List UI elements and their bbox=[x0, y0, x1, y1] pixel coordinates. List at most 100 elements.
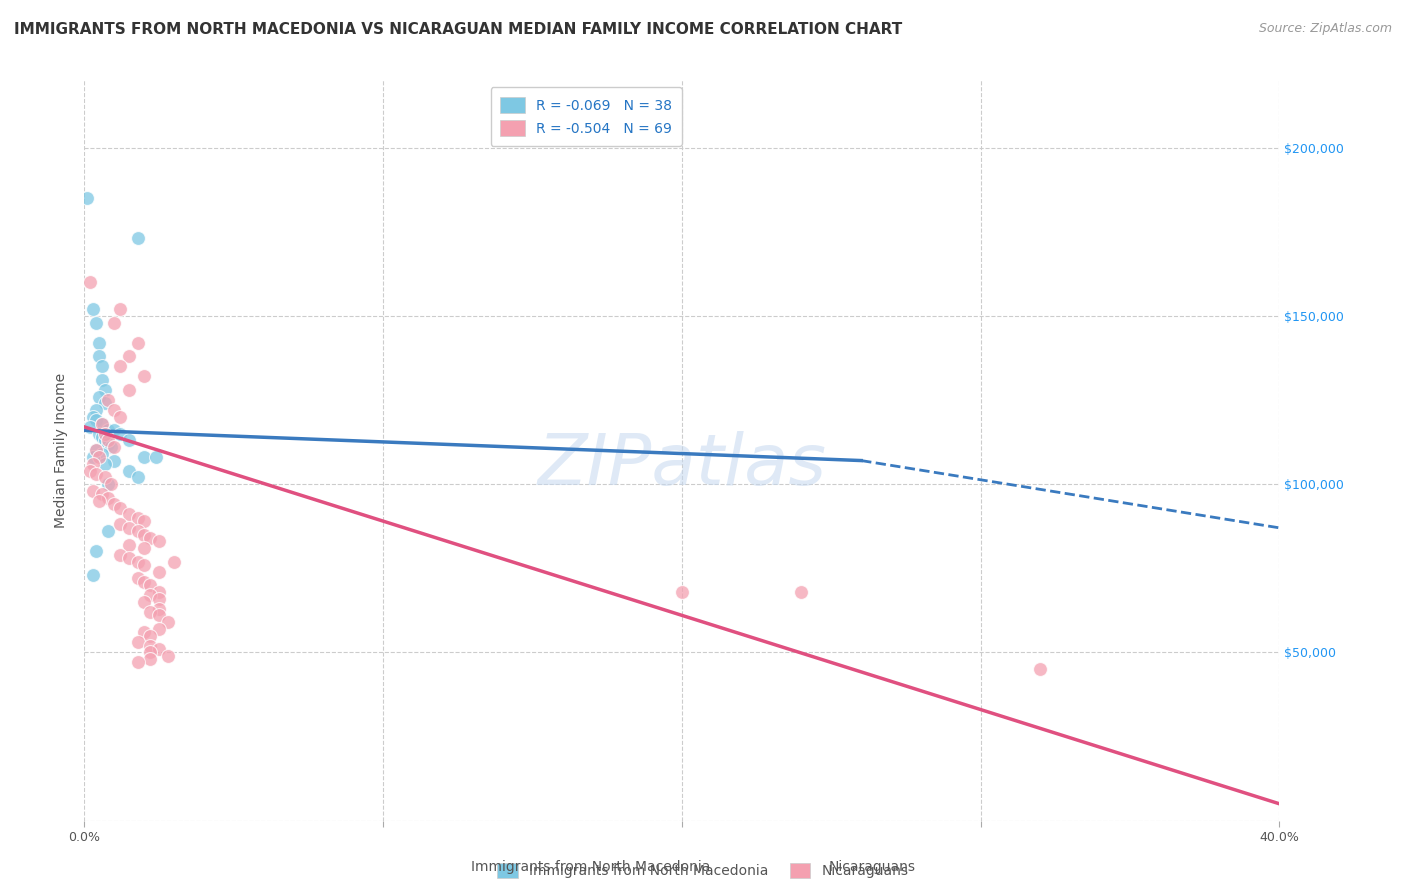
Point bbox=[86, 443, 108, 458]
Point bbox=[79, 420, 101, 434]
Legend: Immigrants from North Macedonia, Nicaraguans: Immigrants from North Macedonia, Nicarag… bbox=[491, 856, 915, 885]
Point bbox=[110, 500, 132, 515]
Point bbox=[97, 477, 120, 491]
Point bbox=[118, 434, 141, 448]
Point bbox=[82, 302, 104, 317]
Point bbox=[1029, 662, 1052, 676]
Point bbox=[110, 426, 132, 441]
Point bbox=[89, 450, 111, 465]
Point bbox=[118, 521, 141, 535]
Point bbox=[82, 450, 104, 465]
Point bbox=[132, 558, 156, 572]
Point bbox=[79, 275, 101, 289]
Text: Immigrants from North Macedonia: Immigrants from North Macedonia bbox=[471, 860, 710, 874]
Point bbox=[82, 409, 104, 424]
Point bbox=[94, 426, 117, 441]
Point bbox=[94, 383, 117, 397]
Point bbox=[89, 390, 111, 404]
Point bbox=[94, 396, 117, 410]
Point bbox=[86, 316, 108, 330]
Point bbox=[97, 392, 120, 407]
Point bbox=[132, 369, 156, 384]
Point bbox=[110, 302, 132, 317]
Text: ZIPatlas: ZIPatlas bbox=[537, 431, 827, 500]
Point bbox=[86, 443, 108, 458]
Point bbox=[127, 470, 149, 484]
Point bbox=[127, 335, 149, 350]
Point bbox=[103, 440, 125, 454]
Point bbox=[118, 538, 141, 552]
Point bbox=[139, 652, 162, 666]
Point bbox=[132, 574, 156, 589]
Point bbox=[132, 595, 156, 609]
Point bbox=[148, 642, 170, 657]
Point bbox=[82, 568, 104, 582]
Point bbox=[132, 541, 156, 555]
Point bbox=[145, 450, 167, 465]
Point bbox=[148, 591, 170, 606]
Point bbox=[91, 447, 114, 461]
Point bbox=[97, 491, 120, 505]
Point bbox=[118, 551, 141, 566]
Point bbox=[100, 440, 122, 454]
Point bbox=[89, 426, 111, 441]
Point bbox=[139, 588, 162, 602]
Point bbox=[790, 584, 813, 599]
Point bbox=[127, 656, 149, 670]
Point bbox=[91, 417, 114, 431]
Point bbox=[139, 645, 162, 659]
Point bbox=[91, 487, 114, 501]
Point bbox=[127, 231, 149, 245]
Point bbox=[89, 494, 111, 508]
Point bbox=[132, 625, 156, 640]
Legend: R = -0.069   N = 38, R = -0.504   N = 69: R = -0.069 N = 38, R = -0.504 N = 69 bbox=[491, 87, 682, 145]
Point bbox=[157, 615, 180, 629]
Point bbox=[82, 483, 104, 498]
Point bbox=[110, 359, 132, 374]
Point bbox=[103, 453, 125, 467]
Point bbox=[91, 417, 114, 431]
Point bbox=[86, 544, 108, 558]
Point bbox=[139, 628, 162, 642]
Point bbox=[86, 413, 108, 427]
Point bbox=[148, 584, 170, 599]
Point bbox=[86, 403, 108, 417]
Point bbox=[100, 477, 122, 491]
Point bbox=[103, 403, 125, 417]
Point bbox=[127, 510, 149, 524]
Y-axis label: Median Family Income: Median Family Income bbox=[55, 373, 69, 528]
Point bbox=[157, 648, 180, 663]
Point bbox=[139, 639, 162, 653]
Point bbox=[127, 635, 149, 649]
Point bbox=[110, 517, 132, 532]
Point bbox=[127, 524, 149, 539]
Point bbox=[148, 534, 170, 549]
Text: IMMIGRANTS FROM NORTH MACEDONIA VS NICARAGUAN MEDIAN FAMILY INCOME CORRELATION C: IMMIGRANTS FROM NORTH MACEDONIA VS NICAR… bbox=[14, 22, 903, 37]
Point bbox=[91, 430, 114, 444]
Point bbox=[103, 423, 125, 437]
Point bbox=[118, 464, 141, 478]
Point bbox=[110, 548, 132, 562]
Point bbox=[148, 565, 170, 579]
Point bbox=[139, 531, 162, 545]
Point bbox=[97, 434, 120, 448]
Point bbox=[91, 359, 114, 374]
Point bbox=[148, 608, 170, 623]
Point bbox=[94, 457, 117, 471]
Point bbox=[103, 316, 125, 330]
Point bbox=[89, 349, 111, 363]
Point bbox=[127, 555, 149, 569]
Point bbox=[79, 464, 101, 478]
Text: Source: ZipAtlas.com: Source: ZipAtlas.com bbox=[1258, 22, 1392, 36]
Point bbox=[94, 434, 117, 448]
Point bbox=[82, 457, 104, 471]
Point bbox=[148, 622, 170, 636]
Point bbox=[97, 436, 120, 450]
Point bbox=[91, 373, 114, 387]
Text: Nicaraguans: Nicaraguans bbox=[828, 860, 915, 874]
Point bbox=[118, 349, 141, 363]
Point bbox=[110, 409, 132, 424]
Point bbox=[148, 601, 170, 615]
Point bbox=[671, 584, 693, 599]
Point bbox=[118, 508, 141, 522]
